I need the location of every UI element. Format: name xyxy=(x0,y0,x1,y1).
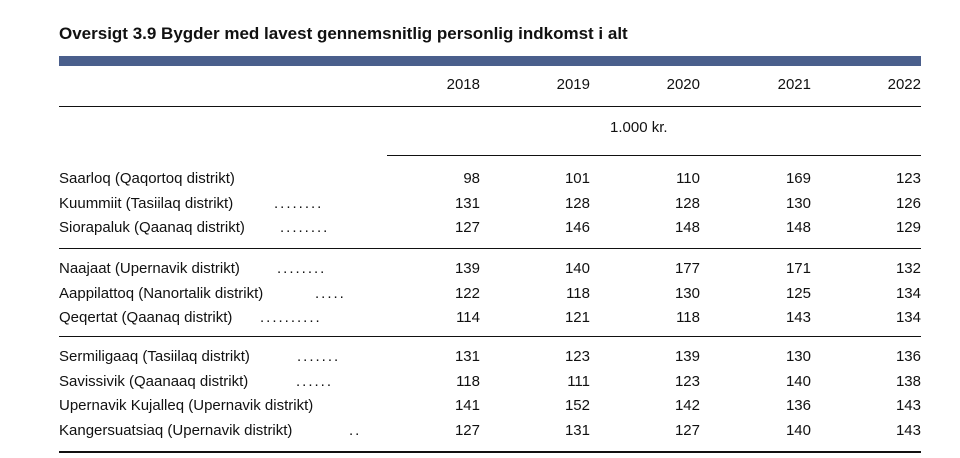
table-cell: 130 xyxy=(785,194,811,212)
table-cell: 143 xyxy=(785,309,811,326)
table-cell: 110 xyxy=(676,170,700,187)
table-row: Kuummiit (Tasiilaq distrikt) ........ 13… xyxy=(59,195,921,220)
table-cell: 128 xyxy=(674,194,700,212)
row-leader-dots: ........ xyxy=(277,260,327,277)
table-cell: 121 xyxy=(564,309,590,326)
table-row: Siorapaluk (Qaanaq distrikt) ........ 12… xyxy=(59,219,921,244)
title-bar xyxy=(59,56,921,66)
table-cell: 122 xyxy=(454,284,480,302)
row-label: Kangersuatsiaq (Upernavik distrikt) xyxy=(59,421,293,439)
table-title: Oversigt 3.9 Bygder med lavest gennemsni… xyxy=(59,24,628,43)
table-cell: 130 xyxy=(674,284,700,302)
table-cell: 123 xyxy=(564,348,590,365)
table-cell: 140 xyxy=(564,260,590,277)
table-cell: 131 xyxy=(454,194,480,212)
table-cell: 114 xyxy=(456,309,480,326)
table-cell: 125 xyxy=(785,284,811,302)
row-leader-dots: ........ xyxy=(280,219,330,236)
table-cell: 98 xyxy=(463,170,480,187)
table-cell: 152 xyxy=(564,397,590,414)
table-cell: 136 xyxy=(785,397,811,414)
table-row: Aappilattoq (Nanortalik distrikt) ..... … xyxy=(59,285,921,310)
table-row: Naajaat (Upernavik distrikt) ........ 13… xyxy=(59,260,921,285)
row-leader-dots: .......... xyxy=(260,309,322,326)
table-cell: 131 xyxy=(564,421,590,439)
table-cell: 146 xyxy=(564,219,590,236)
unit-label: 1.000 kr. xyxy=(610,119,668,136)
row-leader-dots: ....... xyxy=(297,348,341,365)
row-leader-dots: ...... xyxy=(296,372,334,390)
table-cell: 127 xyxy=(454,421,480,439)
table-cell: 127 xyxy=(674,421,700,439)
table-cell: 123 xyxy=(674,372,700,390)
table-cell: 140 xyxy=(785,372,811,390)
year-header-row: 2018 2019 2020 2021 2022 xyxy=(59,76,921,98)
table-cell: 134 xyxy=(895,284,921,302)
row-group-3: Sermiligaaq (Tasiilaq distrikt) ....... … xyxy=(59,348,921,446)
row-label: Aappilattoq (Nanortalik distrikt) xyxy=(59,284,264,302)
table-cell: 130 xyxy=(785,348,811,365)
table-cell: 118 xyxy=(676,309,700,326)
row-label: Naajaat (Upernavik distrikt) xyxy=(59,260,240,277)
row-label: Siorapaluk (Qaanaq distrikt) xyxy=(59,219,245,236)
table-cell: 134 xyxy=(895,309,921,326)
table-cell: 111 xyxy=(567,372,590,390)
table-cell: 126 xyxy=(895,194,921,212)
table-cell: 138 xyxy=(895,372,921,390)
table-row: Qeqertat (Qaanaq distrikt) .......... 11… xyxy=(59,309,921,334)
table-bottom-rule xyxy=(59,451,921,453)
row-leader-dots: ........ xyxy=(274,194,324,212)
table-cell: 118 xyxy=(566,284,590,302)
table-row: Saarloq (Qaqortoq distrikt) 98 101 110 1… xyxy=(59,170,921,195)
row-group-2: Naajaat (Upernavik distrikt) ........ 13… xyxy=(59,260,921,334)
table-cell: 101 xyxy=(564,170,590,187)
table-cell: 132 xyxy=(895,260,921,277)
table-cell: 131 xyxy=(454,348,480,365)
row-leader-dots: .. xyxy=(349,421,362,439)
table-cell: 143 xyxy=(895,397,921,414)
table-cell: 177 xyxy=(674,260,700,277)
year-header: 2020 xyxy=(666,76,700,93)
table-cell: 118 xyxy=(456,372,480,390)
group-rule xyxy=(59,336,921,337)
table-row: Upernavik Kujalleq (Upernavik distrikt) … xyxy=(59,397,921,422)
row-label: Qeqertat (Qaanaq distrikt) xyxy=(59,309,233,326)
table-row: Savissivik (Qaanaaq distrikt) ...... 118… xyxy=(59,373,921,398)
table-cell: 169 xyxy=(785,170,811,187)
table-cell: 148 xyxy=(674,219,700,236)
row-label: Savissivik (Qaanaaq distrikt) xyxy=(59,372,249,390)
row-label: Kuummiit (Tasiilaq distrikt) xyxy=(59,194,234,212)
table-cell: 128 xyxy=(564,194,590,212)
row-label: Saarloq (Qaqortoq distrikt) xyxy=(59,170,235,187)
row-group-1: Saarloq (Qaqortoq distrikt) 98 101 110 1… xyxy=(59,170,921,244)
table-cell: 140 xyxy=(785,421,811,439)
table-cell: 129 xyxy=(895,219,921,236)
year-header: 2019 xyxy=(556,76,590,93)
table-cell: 141 xyxy=(454,397,480,414)
table-row: Sermiligaaq (Tasiilaq distrikt) ....... … xyxy=(59,348,921,373)
table-cell: 143 xyxy=(895,421,921,439)
table-cell: 136 xyxy=(895,348,921,365)
row-label: Upernavik Kujalleq (Upernavik distrikt) xyxy=(59,397,314,414)
header-rule xyxy=(59,106,921,107)
table-cell: 139 xyxy=(454,260,480,277)
unit-rule xyxy=(387,155,921,156)
row-label: Sermiligaaq (Tasiilaq distrikt) xyxy=(59,348,250,365)
table-cell: 148 xyxy=(785,219,811,236)
year-header: 2021 xyxy=(777,76,811,93)
table-cell: 127 xyxy=(454,219,480,236)
table-cell: 171 xyxy=(785,260,811,277)
table-cell: 123 xyxy=(895,170,921,187)
table-cell: 139 xyxy=(674,348,700,365)
year-header: 2018 xyxy=(446,76,480,93)
table-cell: 142 xyxy=(674,397,700,414)
row-leader-dots: ..... xyxy=(315,284,346,302)
table-row: Kangersuatsiaq (Upernavik distrikt) .. 1… xyxy=(59,422,921,447)
year-header: 2022 xyxy=(887,76,921,93)
group-rule xyxy=(59,248,921,249)
